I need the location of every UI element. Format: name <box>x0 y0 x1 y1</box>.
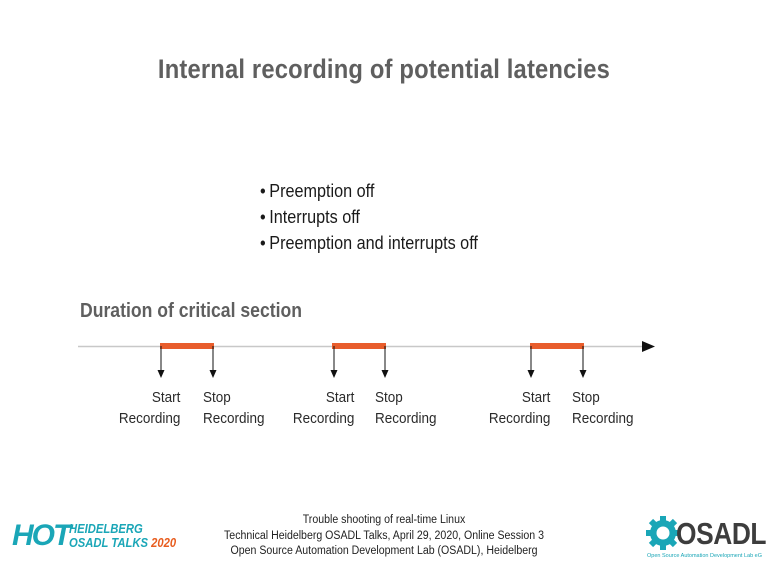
footer-line: Trouble shooting of real-time Linux <box>302 514 466 526</box>
start-marker-arrow <box>527 370 535 378</box>
hot-logo-line1: HEIDELBERG <box>69 522 143 536</box>
stop-marker-arrow <box>381 370 389 378</box>
osadl-logo-tagline: Open Source Automation Development Lab e… <box>647 553 762 559</box>
hot-logo-mark: HOT <box>12 519 71 552</box>
bullet-text: Preemption and interrupts off <box>269 233 478 253</box>
stop-recording-label: Stop Recording <box>572 389 634 427</box>
time-axis-arrowhead <box>642 341 655 352</box>
critical-section-bar <box>160 343 214 349</box>
footer-line: Open Source Automation Development Lab (… <box>230 545 538 557</box>
start-marker-arrow <box>330 370 338 378</box>
hot-logo-line2: OSADL TALKS 2020 <box>69 536 177 550</box>
critical-section-bar <box>332 343 386 349</box>
bullet-text: Interrupts off <box>269 207 360 227</box>
start-recording-label: Start Recording <box>118 389 180 427</box>
osadl-logo-word: OSADL <box>676 516 767 551</box>
hot-logo: HOT HEIDELBERG OSADL TALKS 2020 <box>12 518 182 558</box>
bullet-item: • Preemption off <box>260 178 478 204</box>
start-marker-arrow <box>157 370 165 378</box>
bullet-item: • Interrupts off <box>260 204 478 230</box>
bullet-dot: • <box>260 233 266 253</box>
bullet-item: • Preemption and interrupts off <box>260 230 478 256</box>
start-recording-label: Start Recording <box>292 389 354 427</box>
gear-icon <box>646 516 680 550</box>
slide-title: Internal recording of potential latencie… <box>157 54 611 84</box>
bullet-text: Preemption off <box>269 181 375 201</box>
footer-line: Technical Heidelberg OSADL Talks, April … <box>224 529 544 542</box>
bullet-dot: • <box>260 181 266 201</box>
start-recording-label: Start Recording <box>488 389 550 427</box>
stop-recording-label: Stop Recording <box>375 389 437 427</box>
bullet-dot: • <box>260 207 266 227</box>
bullet-list: • Preemption off • Interrupts off • Preempt… <box>260 178 502 256</box>
critical-section-bar <box>530 343 584 349</box>
stop-marker-arrow <box>209 370 217 378</box>
stop-recording-label: Stop Recording <box>203 389 265 427</box>
section-subheading: Duration of critical section <box>80 300 302 322</box>
stop-marker-arrow <box>579 370 587 378</box>
slide-footer: Trouble shooting of real-time Linux Tech… <box>0 513 768 560</box>
timeline-diagram: Start Recording Stop Recording Start Record… <box>0 330 768 440</box>
osadl-logo: OSADL Open Source Automation Development… <box>646 512 767 564</box>
timeline-svg <box>78 341 655 378</box>
